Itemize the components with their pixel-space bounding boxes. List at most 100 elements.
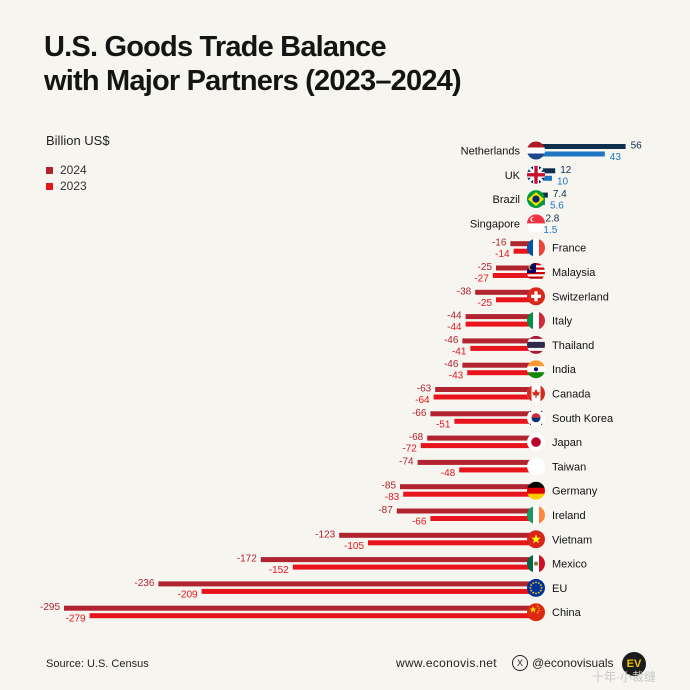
value-label-2023-mexico: -152 bbox=[269, 565, 289, 576]
india-flag-icon bbox=[527, 360, 545, 379]
legend-item-2023: 2023 bbox=[46, 178, 87, 194]
source-note: Source: U.S. Census bbox=[46, 658, 149, 670]
bar-2024-germany bbox=[400, 484, 536, 490]
bar-2023-thailand bbox=[470, 345, 536, 351]
social-handle[interactable]: X @econovisuals bbox=[512, 655, 614, 671]
bar-2023-japan bbox=[420, 443, 536, 449]
bar-2024-eu bbox=[158, 581, 536, 587]
bar-2023-south-korea bbox=[454, 418, 536, 424]
value-label-2023-vietnam: -105 bbox=[344, 541, 364, 552]
thailand-flag-icon bbox=[527, 335, 545, 354]
value-label-2023-thailand: -41 bbox=[452, 346, 467, 357]
china-flag-icon bbox=[527, 603, 545, 622]
singapore-flag-icon bbox=[527, 214, 545, 233]
value-label-2023-brazil: 5.6 bbox=[550, 201, 564, 212]
italy-flag-icon bbox=[527, 311, 545, 330]
value-label-2024-germany: -85 bbox=[382, 481, 397, 492]
country-label-france: France bbox=[552, 243, 586, 255]
bar-2023-vietnam bbox=[368, 540, 536, 546]
bar-2023-italy bbox=[465, 321, 536, 327]
unit-label: Billion US$ bbox=[46, 133, 110, 148]
value-label-2023-eu: -209 bbox=[178, 589, 198, 600]
country-label-netherlands: Netherlands bbox=[461, 146, 521, 158]
france-flag-icon bbox=[527, 238, 545, 257]
value-label-2023-switzerland: -25 bbox=[478, 298, 493, 309]
value-label-2023-japan: -72 bbox=[402, 444, 417, 455]
taiwan-flag-icon bbox=[527, 457, 545, 476]
malaysia-flag-icon bbox=[527, 263, 545, 281]
south-korea-flag-icon bbox=[527, 408, 545, 427]
country-label-thailand: Thailand bbox=[552, 340, 594, 352]
value-label-2024-france: -16 bbox=[492, 238, 507, 249]
country-label-uk: UK bbox=[505, 170, 521, 182]
bar-2024-italy bbox=[465, 314, 536, 320]
value-label-2023-uk: 10 bbox=[557, 176, 569, 187]
website-link[interactable]: www.econovis.net bbox=[396, 656, 497, 670]
bar-2024-uk bbox=[536, 168, 556, 174]
eu-flag-icon bbox=[527, 578, 545, 597]
bar-2023-malaysia bbox=[492, 273, 536, 278]
value-label-2024-india: -46 bbox=[444, 359, 459, 370]
legend-label-2023: 2023 bbox=[60, 179, 87, 193]
country-label-malaysia: Malaysia bbox=[552, 267, 596, 279]
value-label-2023-italy: -44 bbox=[447, 322, 462, 333]
bar-2023-china bbox=[89, 613, 536, 619]
legend-item-2024: 2024 bbox=[46, 162, 87, 178]
bar-2024-india bbox=[462, 362, 536, 368]
legend-label-2024: 2024 bbox=[60, 163, 87, 177]
value-label-2024-italy: -44 bbox=[447, 311, 462, 322]
bar-2024-japan bbox=[427, 435, 536, 441]
page-title: U.S. Goods Trade Balance with Major Part… bbox=[44, 30, 462, 98]
switzerland-flag-icon bbox=[527, 287, 545, 306]
value-label-2024-south-korea: -66 bbox=[412, 408, 427, 419]
bar-2024-france bbox=[510, 241, 536, 247]
germany-flag-icon bbox=[527, 481, 545, 500]
bar-2024-vietnam bbox=[339, 532, 536, 538]
bar-2024-malaysia bbox=[496, 265, 536, 271]
value-label-2024-eu: -236 bbox=[134, 578, 154, 589]
country-label-south-korea: South Korea bbox=[552, 413, 614, 425]
bar-2024-canada bbox=[435, 387, 536, 392]
value-label-2024-ireland: -87 bbox=[378, 505, 393, 516]
legend-swatch-2023 bbox=[46, 182, 53, 190]
mexico-flag-icon bbox=[527, 554, 545, 573]
country-label-china: China bbox=[552, 607, 582, 619]
country-label-singapore: Singapore bbox=[470, 218, 520, 230]
bar-2024-thailand bbox=[462, 338, 536, 344]
bar-2024-netherlands bbox=[536, 144, 626, 149]
country-label-india: India bbox=[552, 364, 577, 376]
country-label-taiwan: Taiwan bbox=[552, 461, 586, 473]
vietnam-flag-icon bbox=[527, 530, 545, 549]
country-label-canada: Canada bbox=[552, 389, 591, 401]
japan-flag-icon bbox=[527, 433, 545, 452]
legend: 2024 2023 bbox=[46, 162, 87, 194]
value-label-2023-malaysia: -27 bbox=[474, 274, 489, 285]
country-label-switzerland: Switzerland bbox=[552, 291, 609, 303]
value-label-2024-netherlands: 56 bbox=[631, 141, 643, 152]
country-label-mexico: Mexico bbox=[552, 559, 587, 571]
title-line-2: with Major Partners (2023–2024) bbox=[44, 65, 462, 97]
econovis-logo: EV bbox=[622, 652, 646, 676]
bar-2024-south-korea bbox=[430, 411, 536, 417]
bar-2023-switzerland bbox=[496, 297, 536, 303]
title-line-1: U.S. Goods Trade Balance bbox=[44, 31, 387, 63]
value-label-2024-malaysia: -25 bbox=[478, 262, 493, 273]
bar-2023-germany bbox=[403, 491, 536, 497]
value-label-2023-south-korea: -51 bbox=[436, 419, 451, 430]
value-label-2023-india: -43 bbox=[449, 371, 464, 382]
value-label-2024-japan: -68 bbox=[409, 432, 424, 443]
value-label-2024-canada: -63 bbox=[417, 384, 432, 395]
bar-2023-netherlands bbox=[536, 151, 605, 157]
canada-flag-icon bbox=[527, 384, 545, 403]
country-label-brazil: Brazil bbox=[492, 194, 520, 206]
bar-2024-china bbox=[64, 605, 536, 611]
country-label-vietnam: Vietnam bbox=[552, 534, 592, 546]
value-label-2024-china: -295 bbox=[40, 602, 60, 613]
value-label-2023-taiwan: -48 bbox=[441, 468, 456, 479]
uk-flag-icon bbox=[527, 165, 545, 184]
value-label-2024-thailand: -46 bbox=[444, 335, 459, 346]
value-label-2024-brazil: 7.4 bbox=[553, 189, 567, 200]
country-label-italy: Italy bbox=[552, 316, 573, 328]
value-label-2023-netherlands: 43 bbox=[610, 152, 622, 163]
